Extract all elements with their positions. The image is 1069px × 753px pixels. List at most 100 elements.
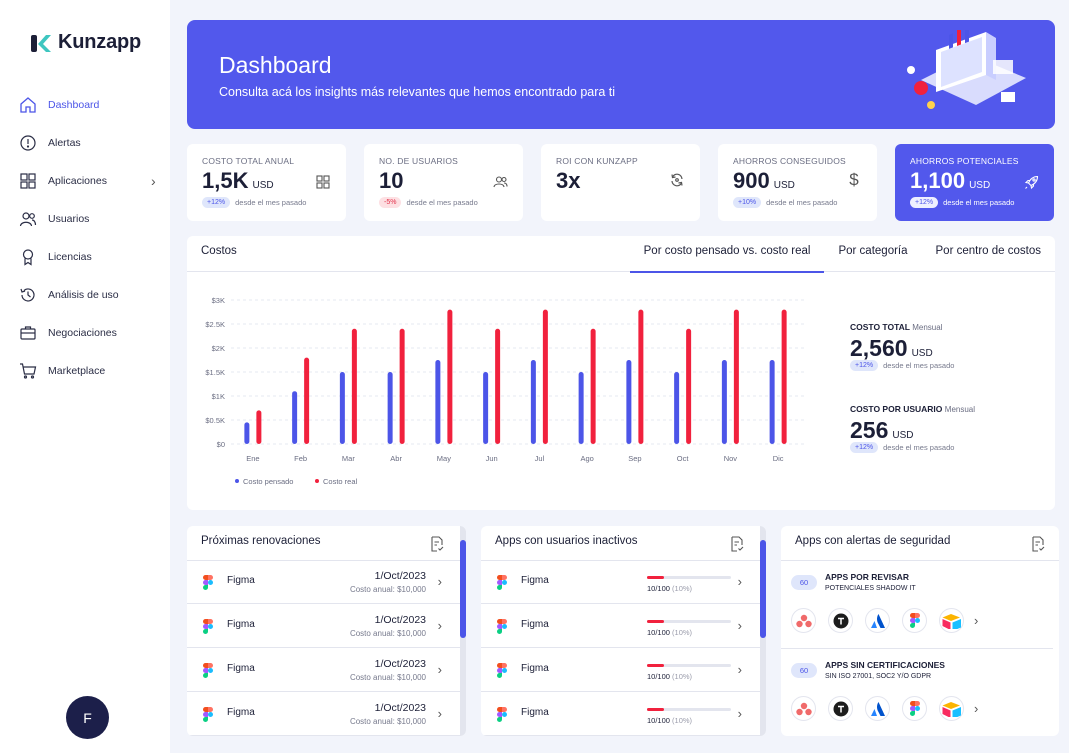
bar-costo-real[interactable] bbox=[351, 328, 357, 444]
inactive-progress-bar bbox=[647, 664, 731, 667]
ratio-value: 10/100 bbox=[647, 628, 673, 637]
typeform-icon[interactable] bbox=[828, 608, 853, 633]
scrollbar-thumb[interactable] bbox=[460, 540, 466, 638]
renewal-row[interactable]: Figma 1/Oct/2023 Costo anual: $10,000 › bbox=[187, 693, 460, 736]
figma-icon bbox=[203, 619, 213, 634]
asana-icon[interactable] bbox=[791, 608, 816, 633]
bar-costo-real[interactable] bbox=[638, 309, 644, 444]
bar-costo-real[interactable] bbox=[542, 309, 548, 444]
stat-label: AHORROS CONSEGUIDOS bbox=[733, 156, 846, 166]
renewal-row[interactable]: Figma 1/Oct/2023 Costo anual: $10,000 › bbox=[187, 605, 460, 648]
scrollbar[interactable] bbox=[460, 526, 466, 736]
card-header: Apps con alertas de seguridad bbox=[781, 526, 1059, 561]
asana-icon[interactable] bbox=[791, 696, 816, 721]
x-tick-label: May bbox=[437, 454, 451, 463]
bar-costo-pensado[interactable] bbox=[292, 391, 298, 444]
figma-icon bbox=[497, 619, 507, 634]
stat-card-roi[interactable]: ROI CON KUNZAPP 3x bbox=[541, 144, 700, 221]
avatar[interactable]: F bbox=[66, 696, 109, 739]
card-header: Apps con usuarios inactivos bbox=[481, 526, 766, 561]
typeform-icon[interactable] bbox=[828, 696, 853, 721]
costs-title: Costos bbox=[201, 245, 237, 257]
chevron-right-icon[interactable]: › bbox=[737, 706, 742, 721]
bar-costo-pensado[interactable] bbox=[769, 360, 775, 444]
tab-por-categoria[interactable]: Por categoría bbox=[838, 245, 908, 257]
bar-costo-pensado[interactable] bbox=[674, 372, 680, 444]
document-check-icon[interactable] bbox=[430, 536, 444, 552]
delta-note: desde el mes pasado bbox=[235, 198, 307, 207]
logo[interactable]: Kunzapp bbox=[30, 31, 141, 54]
bar-costo-pensado[interactable] bbox=[530, 360, 536, 444]
bar-costo-real[interactable] bbox=[256, 410, 262, 444]
chevron-right-icon[interactable]: › bbox=[737, 574, 742, 589]
cost-chart: $0 $0.5K $1K $1.5K $2K $2.5K $3K Ene Feb Mar Abr Ma… bbox=[205, 296, 804, 486]
chevron-right-icon[interactable]: › bbox=[737, 618, 742, 633]
bar-costo-pensado[interactable] bbox=[626, 360, 632, 444]
card-title: Próximas renovaciones bbox=[201, 535, 321, 547]
bar-costo-pensado[interactable] bbox=[721, 360, 727, 444]
sidebar-item-licencias[interactable]: Licencias bbox=[18, 238, 163, 276]
renewal-row[interactable]: Figma 1/Oct/2023 Costo anual: $10,000 › bbox=[187, 561, 460, 604]
stat-card-ahorros-conseguidos[interactable]: AHORROS CONSEGUIDOS 900 USD +10% desde el … bbox=[718, 144, 877, 221]
figma-icon[interactable] bbox=[902, 696, 927, 721]
inactive-row[interactable]: Figma 10/100 (10%) › bbox=[481, 649, 760, 692]
stat-card-costo-total-anual[interactable]: COSTO TOTAL ANUAL 1,5K USD +12% desde el m… bbox=[187, 144, 346, 221]
bar-costo-real[interactable] bbox=[304, 357, 310, 444]
chevron-right-icon[interactable]: › bbox=[737, 662, 742, 677]
chevron-right-icon[interactable]: › bbox=[437, 706, 442, 721]
scrollbar[interactable] bbox=[760, 526, 766, 736]
inactive-row[interactable]: Figma 10/100 (10%) › bbox=[481, 605, 760, 648]
bar-costo-real[interactable] bbox=[447, 309, 453, 444]
sidebar-item-label: Marketplace bbox=[48, 365, 106, 377]
atlassian-icon[interactable] bbox=[865, 696, 890, 721]
stat-card-ahorros-potenciales[interactable]: AHORROS POTENCIALES 1,100 USD +12% desde e… bbox=[895, 144, 1054, 221]
sidebar: Kunzapp Dashboard Alertas Aplicaciones › bbox=[0, 0, 170, 753]
airtable-icon[interactable] bbox=[939, 608, 964, 633]
chevron-right-icon[interactable]: › bbox=[437, 618, 442, 633]
license-icon bbox=[18, 247, 38, 267]
renewal-row[interactable]: Figma 1/Oct/2023 Costo anual: $10,000 › bbox=[187, 649, 460, 692]
tab-por-centro-de-costos[interactable]: Por centro de costos bbox=[935, 245, 1041, 257]
sidebar-item-marketplace[interactable]: Marketplace bbox=[18, 352, 163, 390]
document-check-icon[interactable] bbox=[1031, 536, 1045, 552]
security-block[interactable]: 60 APPS SIN CERTIFICACIONES SIN ISO 27001,… bbox=[781, 649, 1053, 736]
airtable-icon[interactable] bbox=[939, 696, 964, 721]
sidebar-item-usuarios[interactable]: Usuarios bbox=[18, 200, 163, 238]
bar-costo-real[interactable] bbox=[781, 309, 787, 444]
x-tick-label: Ago bbox=[580, 454, 593, 463]
chevron-right-icon[interactable]: › bbox=[437, 574, 442, 589]
chevron-right-icon[interactable]: › bbox=[974, 613, 979, 628]
metric-unit: USD bbox=[892, 430, 914, 441]
bar-costo-real[interactable] bbox=[590, 328, 596, 444]
bar-costo-real[interactable] bbox=[686, 328, 692, 444]
sidebar-item-negociaciones[interactable]: Negociaciones bbox=[18, 314, 163, 352]
inactive-row[interactable]: Figma 10/100 (10%) › bbox=[481, 693, 760, 736]
figma-icon[interactable] bbox=[902, 608, 927, 633]
bar-costo-pensado[interactable] bbox=[483, 372, 489, 444]
inactive-progress-fill bbox=[647, 664, 664, 667]
sidebar-item-dashboard[interactable]: Dashboard bbox=[18, 86, 163, 124]
bar-costo-pensado[interactable] bbox=[244, 422, 250, 444]
inactive-row[interactable]: Figma 10/100 (10%) › bbox=[481, 561, 760, 604]
atlassian-icon[interactable] bbox=[865, 608, 890, 633]
bar-costo-pensado[interactable] bbox=[435, 360, 441, 444]
scrollbar-thumb[interactable] bbox=[760, 540, 766, 638]
sidebar-item-alertas[interactable]: Alertas bbox=[18, 124, 163, 162]
document-check-icon[interactable] bbox=[730, 536, 744, 552]
legend-marker bbox=[315, 479, 319, 483]
bar-costo-pensado[interactable] bbox=[339, 372, 345, 444]
tab-costo-pensado-vs-real[interactable]: Por costo pensado vs. costo real bbox=[629, 236, 825, 273]
chevron-right-icon[interactable]: › bbox=[974, 701, 979, 716]
bar-costo-real[interactable] bbox=[733, 309, 739, 444]
bar-costo-pensado[interactable] bbox=[578, 372, 584, 444]
stat-unit: USD bbox=[252, 180, 274, 191]
bar-costo-real[interactable] bbox=[399, 328, 405, 444]
bar-costo-real[interactable] bbox=[495, 328, 501, 444]
chevron-right-icon[interactable]: › bbox=[437, 662, 442, 677]
stat-card-no-usuarios[interactable]: NO. DE USUARIOS 10 -5% desde el mes pasad… bbox=[364, 144, 523, 221]
bar-costo-pensado[interactable] bbox=[387, 372, 393, 444]
security-block[interactable]: 60 APPS POR REVISAR POTENCIALES SHADOW IT › bbox=[781, 561, 1053, 649]
sidebar-item-analisis-de-uso[interactable]: Análisis de uso bbox=[18, 276, 163, 314]
kunzapp-logo-icon bbox=[31, 34, 51, 52]
sidebar-item-aplicaciones[interactable]: Aplicaciones › bbox=[18, 162, 163, 200]
